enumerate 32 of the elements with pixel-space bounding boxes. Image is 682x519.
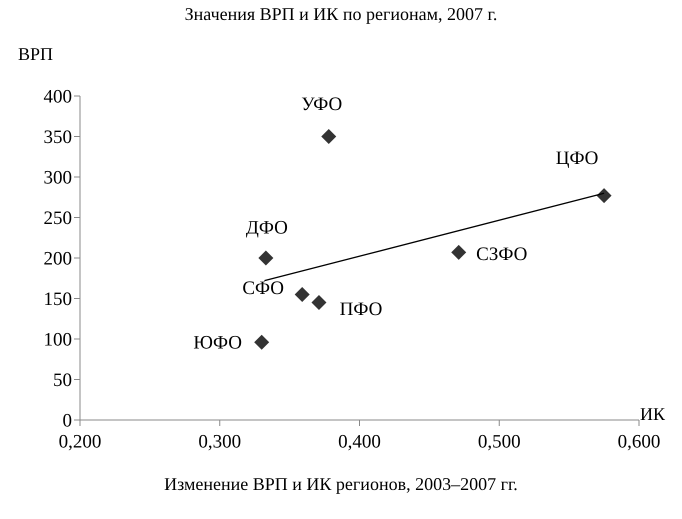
y-axis-title: ВРП bbox=[18, 44, 54, 65]
point bbox=[451, 244, 466, 260]
y-tick-label: 0 bbox=[62, 410, 72, 432]
x-tick-label: 0,300 bbox=[198, 431, 242, 452]
point bbox=[254, 334, 270, 350]
y-tick-label: 50 bbox=[53, 370, 72, 392]
x-tick-label: 0,600 bbox=[618, 431, 660, 452]
x-tick-label: 0,500 bbox=[478, 431, 521, 452]
annotation: ПФО bbox=[340, 299, 382, 320]
x-axis-title: ИК bbox=[640, 404, 666, 425]
y-tick-label: 400 bbox=[44, 86, 72, 108]
annotation: ЮФО bbox=[193, 332, 242, 354]
x-tick-label: 0,400 bbox=[338, 431, 381, 452]
y-tick-label: 250 bbox=[44, 208, 72, 230]
point bbox=[321, 129, 336, 144]
point bbox=[294, 286, 310, 302]
chart-title: Значения ВРП и ИК по регионам, 2007 г. bbox=[184, 4, 498, 25]
y-tick-label: 100 bbox=[44, 330, 72, 351]
annotation: ДФО bbox=[246, 218, 288, 238]
annotation: СФО bbox=[242, 278, 284, 299]
annotation: ЦФО bbox=[556, 148, 598, 170]
annotation: УФО bbox=[301, 94, 342, 115]
text: Изменение ВРП и ИК регионов, 2003–2007 гг. bbox=[163, 474, 519, 495]
y-tick-label: 350 bbox=[44, 127, 72, 148]
point bbox=[258, 250, 274, 266]
point bbox=[596, 188, 612, 204]
y-tick-label: 150 bbox=[44, 289, 72, 310]
y-tick-label: 300 bbox=[44, 168, 72, 189]
x-tick-label: 0,200 bbox=[58, 431, 102, 452]
point bbox=[311, 295, 326, 310]
annotation: СЗФО bbox=[476, 244, 528, 265]
y-tick-label: 200 bbox=[44, 248, 72, 270]
